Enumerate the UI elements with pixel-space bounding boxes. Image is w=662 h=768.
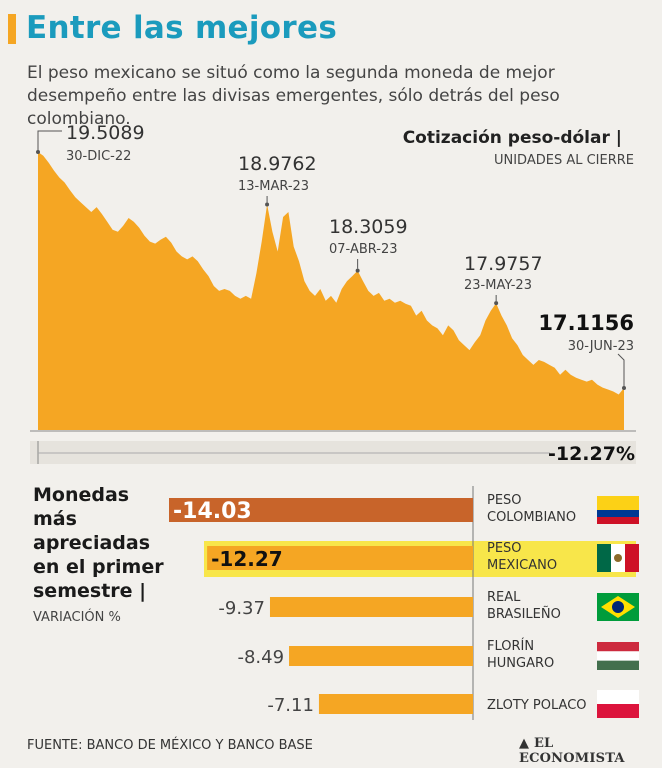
annotation-value: 18.9762 — [238, 153, 317, 175]
annotation-value: 18.3059 — [329, 216, 408, 238]
bar-row-mexico: -12.27 PESO MEXICANO — [207, 541, 639, 573]
bar-chart-title-line: Monedas — [33, 484, 129, 506]
annotation-value: 17.1156 — [538, 311, 634, 335]
bar-row-hungary: -8.49 FLORÍN HUNGARO — [237, 638, 639, 671]
annotation-point — [622, 386, 626, 390]
annotation-4: 17.1156 30-JUN-23 — [538, 311, 634, 390]
annotation-value: 17.9757 — [464, 253, 543, 275]
annotation-point — [265, 202, 270, 207]
bar-value-label: -8.49 — [237, 647, 284, 668]
annotation-point — [36, 150, 40, 154]
brand-name: EL ECONOMISTA — [519, 736, 625, 766]
bar-chart-subtitle: VARIACIÓN % — [33, 609, 121, 625]
category-label-2: COLOMBIANO — [487, 510, 576, 525]
area-chart-title: Cotización peso-dólar | — [403, 128, 622, 148]
bar-chart-title-line: apreciadas — [33, 532, 150, 554]
bar-chart-title-line: semestre | — [33, 580, 146, 602]
bar-value-label: -14.03 — [173, 499, 252, 524]
colombia-flag-icon — [597, 496, 639, 524]
bar-mexico — [207, 546, 473, 570]
bar-hungary — [289, 646, 473, 666]
mexico-flag-icon — [597, 544, 639, 572]
category-label: PESO — [487, 493, 522, 508]
brand-logo: ▲ EL ECONOMISTA — [519, 736, 662, 766]
category-label: PESO — [487, 541, 522, 556]
annotation-1: 18.9762 13-MAR-23 — [238, 153, 317, 207]
category-label: REAL — [487, 590, 521, 605]
bar-row-poland: -7.11 ZLOTY POLACO — [267, 690, 639, 718]
change-label: -12.27% — [548, 443, 635, 465]
annotation-0: 19.5089 30-DIC-22 — [36, 122, 145, 164]
category-label-2: HUNGARO — [487, 656, 554, 671]
poland-flag-icon — [597, 690, 639, 718]
category-label-2: MEXICANO — [487, 558, 557, 573]
source-note: FUENTE: BANCO DE MÉXICO Y BANCO BASE — [27, 738, 313, 753]
page-subtitle: El peso mexicano se situó como la segund… — [27, 63, 560, 129]
category-label-2: BRASILEÑO — [487, 606, 561, 622]
annotation-date: 30-JUN-23 — [568, 339, 634, 354]
annotation-point — [355, 268, 360, 273]
bar-brazil — [269, 597, 473, 617]
title-accent-bar — [8, 14, 16, 44]
bar-value-label: -12.27 — [211, 547, 283, 571]
brand-mark-icon: ▲ — [519, 736, 534, 751]
category-label: FLORÍN — [487, 638, 534, 654]
hungary-flag-icon — [597, 642, 639, 670]
area-series — [38, 152, 624, 430]
category-label: ZLOTY POLACO — [487, 698, 587, 713]
area-chart-subtitle: UNIDADES AL CIERRE — [494, 153, 634, 168]
annotation-date: 30-DIC-22 — [66, 149, 131, 164]
bar-chart-title-line: más — [33, 508, 77, 530]
bar-row-colombia: -14.03 PESO COLOMBIANO — [169, 493, 639, 525]
currency-bar-chart: -14.03 PESO COLOMBIANO -12.27 PESO MEXICANO -9… — [169, 486, 639, 720]
annotation-point — [494, 301, 499, 306]
page-title: Entre las mejores — [26, 10, 338, 46]
annotation-value: 19.5089 — [66, 122, 145, 144]
annotation-date: 23-MAY-23 — [464, 278, 532, 293]
brazil-flag-icon — [597, 593, 639, 621]
bar-colombia — [169, 498, 473, 522]
exchange-rate-chart: 19.5089 30-DIC-22 18.9762 13-MAR-23 18.3059 0… — [30, 122, 636, 432]
bar-value-label: -7.11 — [267, 695, 314, 716]
bar-chart-title-line: en el primer — [33, 556, 164, 578]
bar-value-label: -9.37 — [218, 598, 265, 619]
annotation-3: 17.9757 23-MAY-23 — [464, 253, 543, 306]
annotation-date: 07-ABR-23 — [329, 242, 398, 257]
annotation-2: 18.3059 07-ABR-23 — [329, 216, 408, 273]
change-indicator: -12.27% — [30, 441, 636, 465]
bar-poland — [318, 694, 473, 714]
annotation-date: 13-MAR-23 — [238, 179, 309, 194]
